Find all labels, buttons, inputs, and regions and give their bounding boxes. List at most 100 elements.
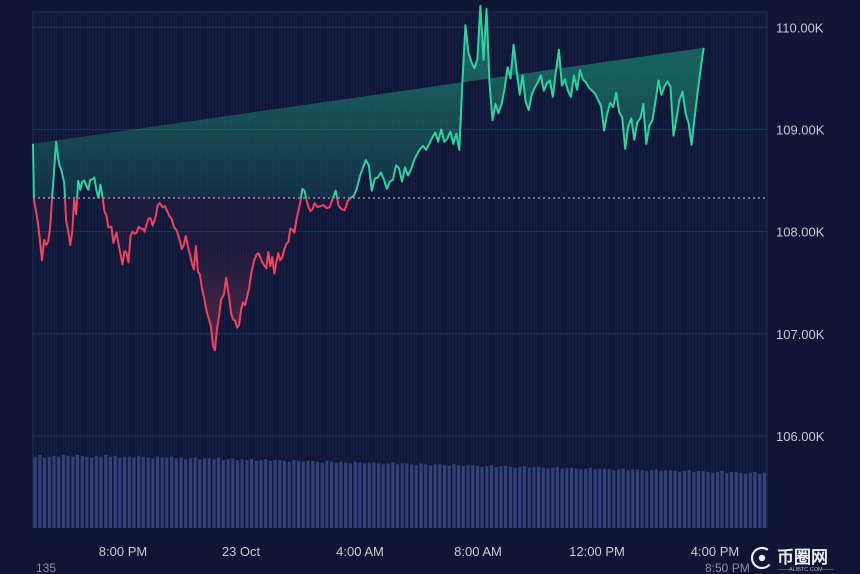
x-tick-label: 23 Oct [222,544,261,559]
volume-bar [645,471,649,528]
volume-bar [518,466,522,528]
volume-bar [485,466,489,528]
volume-bar [574,468,578,528]
y-tick-label: 106.00K [776,429,825,444]
volume-bar [235,460,240,528]
volume-bar [113,455,117,528]
volume-bar [588,467,592,528]
volume-bar [579,469,583,528]
volume-bar [353,461,357,528]
volume-bar [395,464,399,528]
price-line [32,4,705,352]
volume-bar [687,470,691,528]
volume-bars [33,455,766,528]
volume-bar [649,470,654,528]
volume-bar [428,465,432,528]
volume-bar [758,473,762,528]
volume-bar [160,457,164,528]
volume-bar [560,468,564,528]
volume-bar [287,461,291,528]
volume-bar [334,462,338,528]
corner-label-right: 8:50 PM [705,561,750,574]
volume-bar [61,455,65,528]
volume-bar [612,470,616,528]
volume-bar [447,466,451,528]
volume-bar [193,457,197,528]
volume-bar [330,461,334,528]
volume-bar [240,459,244,528]
volume-bar [466,465,470,528]
x-tick-label: 4:00 PM [691,544,739,559]
volume-bar [555,466,559,528]
volume-bar [527,467,531,528]
y-tick-label: 108.00K [776,225,825,240]
volume-bar [118,457,122,528]
volume-bar [80,455,84,528]
price-line-up [32,4,705,198]
volume-bar [344,462,348,528]
volume-bar [438,464,442,528]
volume-bar [654,469,658,528]
volume-bar [541,467,545,528]
volume-bar [132,457,136,528]
volume-bar [499,466,503,528]
volume-bar [245,460,249,528]
volume-bar [593,469,597,528]
volume-bar [122,456,127,528]
volume-bar [659,471,663,528]
volume-bar [701,471,705,528]
volume-bar [320,462,324,528]
volume-bar [697,471,701,528]
volume-bar [725,472,729,528]
volume-bar [386,463,390,528]
volume-bar [607,469,611,528]
svg-text:——ALIBTC.COM——: ——ALIBTC.COM—— [778,567,834,572]
volume-bar [165,457,169,528]
volume-bar [621,468,625,528]
volume-bar [734,471,738,528]
volume-bar [569,467,574,528]
volume-bar [678,471,682,528]
volume-bar [146,457,150,528]
volume-bar [635,469,639,528]
volume-bar [339,461,343,528]
volume-bar [461,466,465,528]
volume-bar [631,469,635,528]
volume-bar [348,463,352,528]
volume-bar [565,467,569,528]
volume-bar [457,465,461,528]
volume-bar [419,463,423,528]
volume-bar [264,459,268,528]
volume-bar [254,460,258,528]
volume-bar [367,462,371,528]
volume-bar [424,464,428,528]
volume-bar [221,460,225,528]
site-logo: 币圈网 ——ALIBTC.COM—— [750,546,834,572]
volume-bar [170,456,174,528]
volume-bar [706,471,710,528]
x-tick-label: 12:00 PM [569,544,625,559]
volume-bar [546,468,550,528]
volume-bar [358,462,362,528]
volume-bar [151,458,155,528]
volume-bar [471,465,475,528]
volume-bar [311,460,315,528]
volume-bar [52,455,56,528]
volume-bar [127,456,131,528]
volume-bar [584,468,588,528]
volume-bar [508,466,512,528]
volume-bar [532,466,536,528]
volume-bar [551,467,555,528]
volume-bar [306,460,310,528]
volume-bar [278,460,282,528]
volume-bar [57,456,61,528]
svg-text:币圈网: 币圈网 [777,548,828,567]
volume-bar [212,459,216,528]
volume-bar [217,457,221,528]
volume-bar [174,458,178,528]
volume-bar [410,464,414,528]
volume-bar [198,459,202,528]
volume-bar [377,463,381,528]
x-axis: 8:00 PM 23 Oct 4:00 AM 8:00 AM 12:00 PM 4:00 … [99,544,739,559]
volume-bar [489,465,494,528]
